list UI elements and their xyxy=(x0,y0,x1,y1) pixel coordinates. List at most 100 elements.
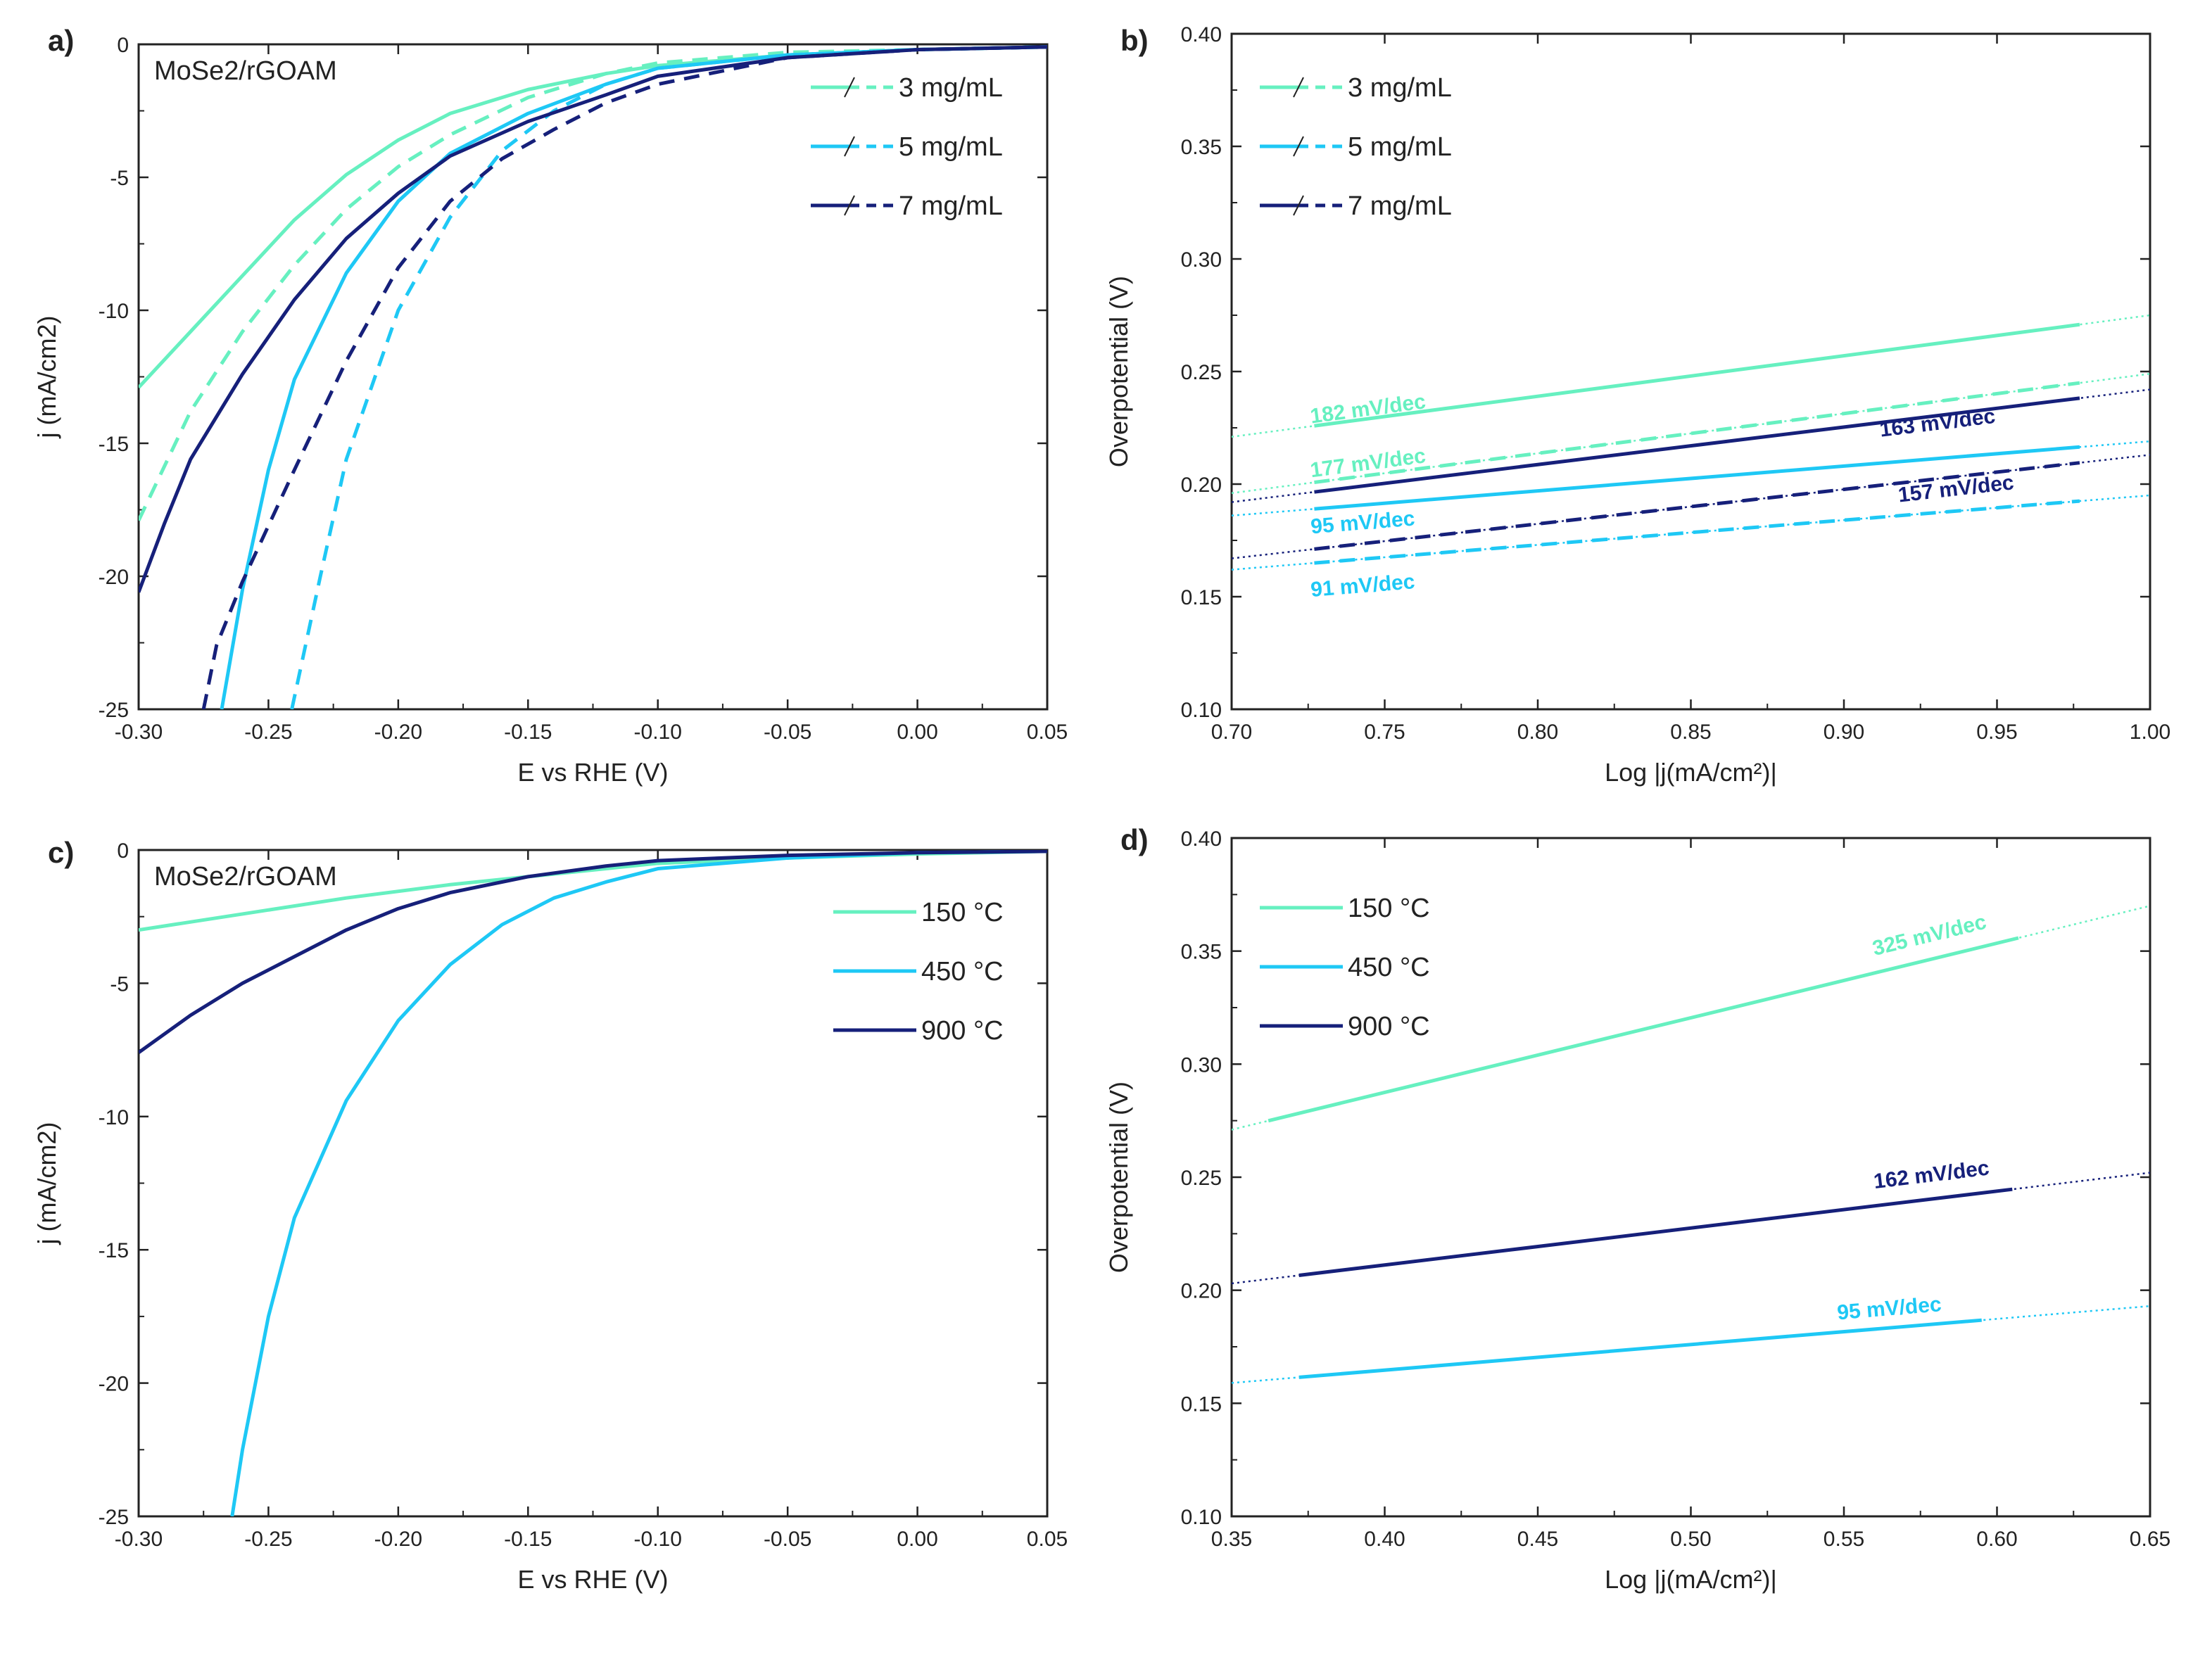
panel-a: a) -0.30 -0.25 -0.20 -0.15 -0.10 -0.05 0.00 0.05… xyxy=(32,24,1068,787)
y-tick-label: 0.10 xyxy=(1181,1506,1222,1529)
x-tick-label: 0.95 xyxy=(1976,721,2017,744)
y-tick-label: 0.10 xyxy=(1181,699,1222,722)
slope-label: 182 mV/dec xyxy=(1309,390,1427,428)
series-line xyxy=(139,45,1047,521)
x-tick-label: 0.45 xyxy=(1517,1528,1558,1551)
legend-label: 7 mg/mL xyxy=(1348,191,1452,221)
series-line xyxy=(230,850,1047,1516)
y-tick-label: 0.35 xyxy=(1181,136,1222,159)
slope-label: 91 mV/dec xyxy=(1310,570,1416,602)
x-tick-label: -0.15 xyxy=(504,1528,552,1551)
x-tick-label: 0.50 xyxy=(1670,1528,1711,1551)
y-axis-label: Overpotential (V) xyxy=(1104,276,1133,467)
legend-slash xyxy=(844,136,855,157)
x-axis-label: Log |j(mA/cm²)| xyxy=(1605,1565,1777,1594)
y-tick-label: -20 xyxy=(99,1373,129,1396)
legend-label: 150 °C xyxy=(921,898,1004,927)
slope-label: 95 mV/dec xyxy=(1836,1293,1942,1324)
series-line xyxy=(1298,1187,2013,1277)
y-tick-label: -25 xyxy=(99,1506,129,1529)
legend-label: 900 °C xyxy=(1348,1012,1430,1041)
x-tick-label: 0.40 xyxy=(1364,1528,1405,1551)
series-line xyxy=(201,45,1047,709)
legend-slash xyxy=(1293,136,1304,157)
y-axis-label: j (mA/cm2) xyxy=(32,316,61,439)
y-tick-label: 0.20 xyxy=(1181,1280,1222,1303)
legend-label: 3 mg/mL xyxy=(899,73,1003,103)
legend-slash xyxy=(844,195,855,216)
y-tick-label: -15 xyxy=(99,433,129,456)
panel-c: c) -0.30 -0.25 -0.20 -0.15 -0.10 -0.05 0.00 0.05… xyxy=(32,836,1068,1594)
fit-line xyxy=(1232,494,2150,571)
y-tick-label: -25 xyxy=(99,699,129,722)
series-line xyxy=(1314,445,2080,511)
x-tick-label: 0.75 xyxy=(1364,721,1405,744)
series-line xyxy=(1298,1318,1982,1379)
y-tick-label: -5 xyxy=(110,167,129,190)
y-tick-label: 0.25 xyxy=(1181,361,1222,384)
series-line xyxy=(290,45,1047,709)
legend-slash xyxy=(1293,195,1304,216)
x-tick-label: 1.00 xyxy=(2130,721,2170,744)
x-tick-label: 0.05 xyxy=(1027,721,1068,744)
y-tick-label: 0.20 xyxy=(1181,474,1222,497)
slope-label: 162 mV/dec xyxy=(1872,1156,1990,1193)
y-tick-label: 0 xyxy=(117,839,129,863)
x-tick-label: 0.00 xyxy=(897,1528,937,1551)
legend-label: 450 °C xyxy=(1348,953,1430,982)
series-line xyxy=(1314,499,2080,565)
x-tick-label: 0.80 xyxy=(1517,721,1558,744)
legend-label: 3 mg/mL xyxy=(1348,73,1452,103)
series-line xyxy=(1268,936,2019,1123)
y-tick-label: 0.15 xyxy=(1181,586,1222,609)
legend-label: 5 mg/mL xyxy=(899,132,1003,162)
y-tick-label: 0.40 xyxy=(1181,827,1222,851)
x-tick-label: -0.20 xyxy=(374,721,422,744)
x-tick-label: 0.60 xyxy=(1976,1528,2017,1551)
panel-letter: c) xyxy=(48,836,74,869)
y-tick-label: 0.35 xyxy=(1181,941,1222,964)
legend-slash xyxy=(1293,77,1304,98)
series-line xyxy=(1314,381,2080,485)
panel-d: d) 0.35 0.40 0.45 0.50 0.55 0.60 0.65 0.10 0.15 0.… xyxy=(1104,823,2170,1594)
legend-label: 5 mg/mL xyxy=(1348,132,1452,162)
y-axis-label: Overpotential (V) xyxy=(1104,1081,1133,1273)
panel-letter: a) xyxy=(48,24,74,57)
x-tick-label: 0.00 xyxy=(897,721,937,744)
x-tick-label: -0.20 xyxy=(374,1528,422,1551)
panel-b: b) 0.70 0.75 0.80 0.85 0.90 0.95 1.00 0.10 0.15 0.… xyxy=(1104,23,2170,787)
x-tick-label: -0.25 xyxy=(244,721,292,744)
x-tick-label: -0.10 xyxy=(634,721,682,744)
series-line xyxy=(1314,322,2080,428)
inset-title: MoSe2/rGOAM xyxy=(154,56,337,86)
slope-label: 163 mV/dec xyxy=(1878,405,1997,442)
y-tick-label: 0.15 xyxy=(1181,1393,1222,1416)
y-tick-label: 0.25 xyxy=(1181,1167,1222,1190)
x-tick-label: 0.85 xyxy=(1670,721,1711,744)
legend-label: 7 mg/mL xyxy=(899,191,1003,221)
x-tick-label: -0.25 xyxy=(244,1528,292,1551)
fit-line xyxy=(1232,454,2150,559)
y-tick-label: -15 xyxy=(99,1239,129,1262)
inset-title: MoSe2/rGOAM xyxy=(154,862,337,892)
x-tick-label: 0.35 xyxy=(1211,1528,1252,1551)
x-tick-label: 0.65 xyxy=(2130,1528,2170,1551)
legend-label: 900 °C xyxy=(921,1016,1004,1046)
legend-label: 150 °C xyxy=(1348,894,1430,923)
plot-frame xyxy=(137,849,1049,1518)
x-axis-label: E vs RHE (V) xyxy=(517,758,668,787)
x-tick-label: -0.05 xyxy=(764,721,811,744)
y-tick-label: 0.40 xyxy=(1181,23,1222,46)
x-tick-label: -0.05 xyxy=(764,1528,811,1551)
series-line xyxy=(1314,461,2080,551)
x-tick-label: 0.70 xyxy=(1211,721,1252,744)
x-axis-label: E vs RHE (V) xyxy=(517,1565,668,1594)
x-tick-label: 0.05 xyxy=(1027,1528,1068,1551)
x-tick-label: -0.10 xyxy=(634,1528,682,1551)
legend-label: 450 °C xyxy=(921,957,1004,987)
x-tick-label: -0.30 xyxy=(115,1528,163,1551)
panel-letter: d) xyxy=(1120,823,1149,856)
y-tick-label: 0.30 xyxy=(1181,248,1222,272)
y-tick-label: 0 xyxy=(117,34,129,57)
x-tick-label: -0.30 xyxy=(115,721,163,744)
